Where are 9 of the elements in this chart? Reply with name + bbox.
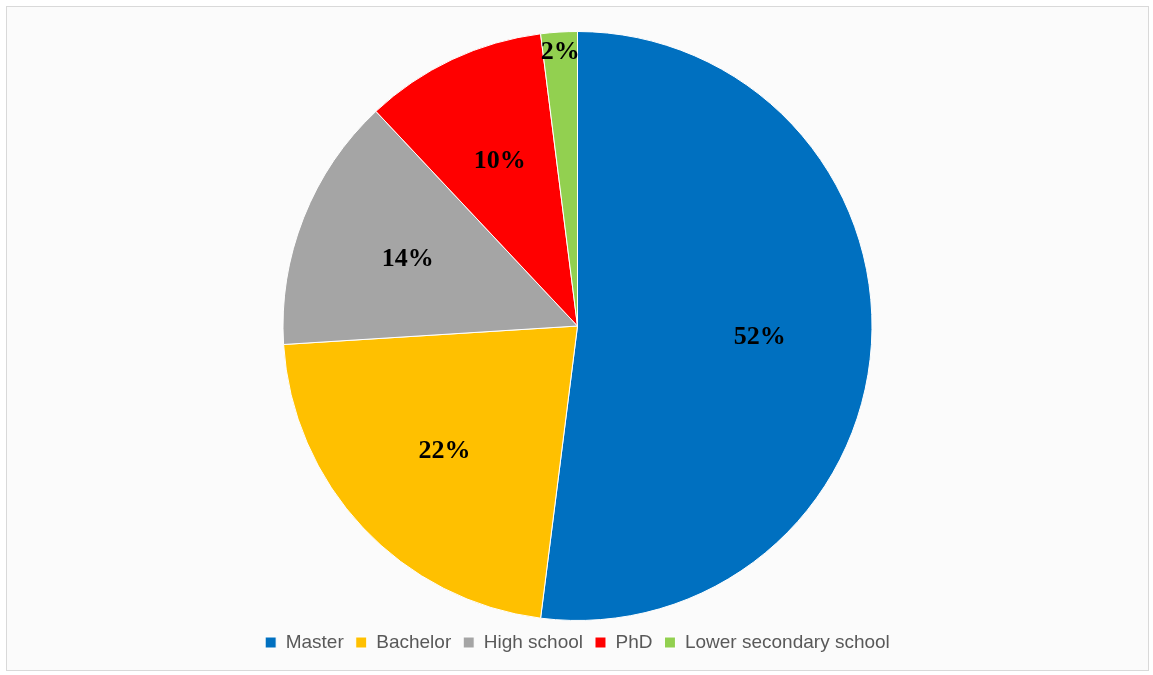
legend-label: High school — [483, 630, 583, 652]
legend-label: Master — [285, 630, 345, 652]
data-label: 14% — [381, 242, 434, 272]
data-label: 52% — [733, 321, 786, 351]
legend-label: PhD — [615, 630, 653, 652]
legend-label: Bachelor — [376, 630, 452, 652]
legend-label: Lower secondary school — [684, 630, 890, 652]
data-label: 22% — [418, 434, 471, 464]
data-label: 10% — [473, 144, 526, 174]
